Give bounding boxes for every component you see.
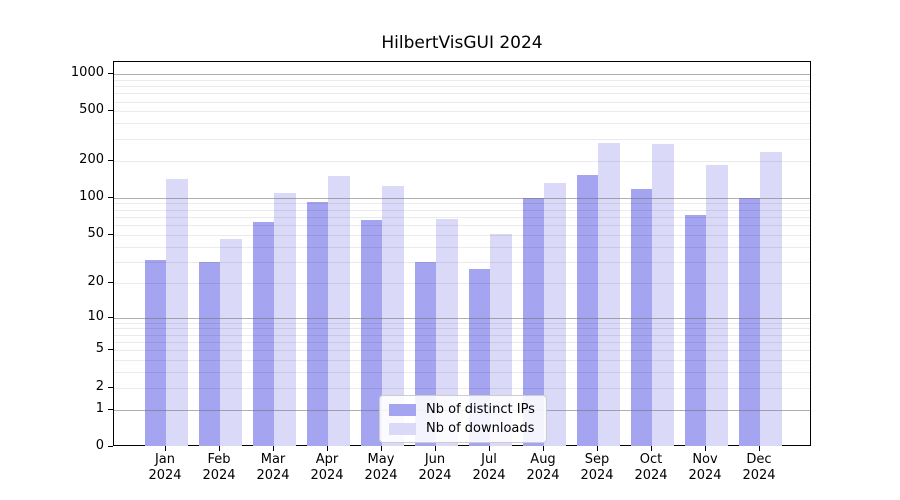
x-tick-label-apr: Apr 2024	[310, 452, 344, 483]
legend: Nb of distinct IPs Nb of downloads	[379, 395, 547, 443]
bar-downloads-feb	[220, 239, 242, 446]
y-tick-mark	[108, 110, 113, 112]
x-tick-label-jan: Jan 2024	[148, 452, 182, 483]
y-tick-label: 50	[87, 225, 104, 241]
bar-downloads-aug	[544, 182, 566, 446]
y-tick-mark	[108, 316, 113, 318]
bar-distinct-ips-oct	[630, 189, 652, 446]
bar-downloads-jul	[490, 233, 512, 446]
bar-downloads-dec	[760, 152, 782, 446]
y-tick-label: 100	[79, 188, 104, 204]
x-tick-label-may: May 2024	[364, 452, 398, 483]
bar-distinct-ips-dec	[738, 197, 760, 446]
bar-distinct-ips-nov	[684, 214, 706, 446]
x-tick-mark	[651, 446, 652, 451]
legend-label-distinct-ips: Nb of distinct IPs	[426, 402, 535, 417]
chart-title: HilbertVisGUI 2024	[381, 33, 543, 53]
x-tick-label-jun: Jun 2024	[418, 452, 452, 483]
y-tick-mark	[108, 281, 113, 283]
y-tick-label: 0	[95, 438, 104, 453]
x-tick-mark	[705, 446, 706, 451]
x-tick-label-dec: Dec 2024	[742, 452, 776, 483]
y-tick-label: 200	[79, 151, 104, 167]
x-tick-label-oct: Oct 2024	[634, 452, 668, 483]
x-tick-label-sep: Sep 2024	[580, 452, 614, 483]
x-tick-mark	[489, 446, 490, 451]
x-tick-mark	[381, 446, 382, 451]
legend-label-downloads: Nb of downloads	[426, 421, 535, 436]
x-tick-mark	[543, 446, 544, 451]
bar-downloads-may	[382, 185, 404, 446]
x-tick-label-nov: Nov 2024	[688, 452, 722, 483]
y-tick-mark	[108, 73, 113, 75]
legend-item-downloads: Nb of downloads	[389, 421, 537, 436]
y-tick-mark	[108, 233, 113, 235]
y-tick-label: 20	[87, 273, 104, 289]
y-tick-label: 1	[95, 400, 104, 416]
bars-layer	[114, 62, 810, 446]
x-tick-mark	[219, 446, 220, 451]
bar-downloads-sep	[598, 142, 620, 446]
y-tick-mark	[108, 159, 113, 161]
bar-downloads-apr	[328, 175, 350, 446]
x-tick-label-mar: Mar 2024	[256, 452, 290, 483]
y-tick-label: 1000	[70, 65, 104, 81]
plot-area: Nb of distinct IPs Nb of downloads	[113, 61, 811, 446]
legend-swatch-distinct-ips	[389, 403, 416, 416]
bar-downloads-nov	[706, 165, 728, 446]
bar-distinct-ips-aug	[522, 197, 544, 446]
bar-downloads-oct	[652, 143, 674, 446]
x-tick-label-jul: Jul 2024	[472, 452, 506, 483]
legend-swatch-downloads	[389, 422, 416, 435]
y-tick-mark	[108, 386, 113, 388]
x-tick-mark	[435, 446, 436, 451]
legend-item-distinct-ips: Nb of distinct IPs	[389, 402, 537, 417]
y-tick-label: 5	[95, 341, 104, 357]
y-tick-mark	[108, 446, 113, 447]
x-tick-mark	[273, 446, 274, 451]
x-tick-mark	[597, 446, 598, 451]
bar-distinct-ips-sep	[576, 175, 598, 446]
y-tick-label: 2	[95, 378, 104, 394]
x-tick-mark	[327, 446, 328, 451]
y-tick-mark	[108, 196, 113, 198]
bar-downloads-mar	[274, 192, 296, 446]
x-tick-label-aug: Aug 2024	[526, 452, 560, 483]
x-tick-label-feb: Feb 2024	[202, 452, 236, 483]
y-tick-mark	[108, 349, 113, 351]
bar-distinct-ips-jan	[144, 259, 166, 446]
bar-distinct-ips-apr	[306, 202, 328, 446]
y-tick-label: 10	[87, 308, 104, 324]
bar-distinct-ips-feb	[198, 261, 220, 446]
bar-downloads-jun	[436, 219, 458, 446]
bar-distinct-ips-mar	[252, 221, 274, 446]
y-tick-label: 500	[79, 102, 104, 118]
bar-downloads-jan	[166, 179, 188, 446]
x-tick-mark	[759, 446, 760, 451]
bar-distinct-ips-may	[360, 220, 382, 446]
x-tick-mark	[165, 446, 166, 451]
y-tick-mark	[108, 408, 113, 410]
